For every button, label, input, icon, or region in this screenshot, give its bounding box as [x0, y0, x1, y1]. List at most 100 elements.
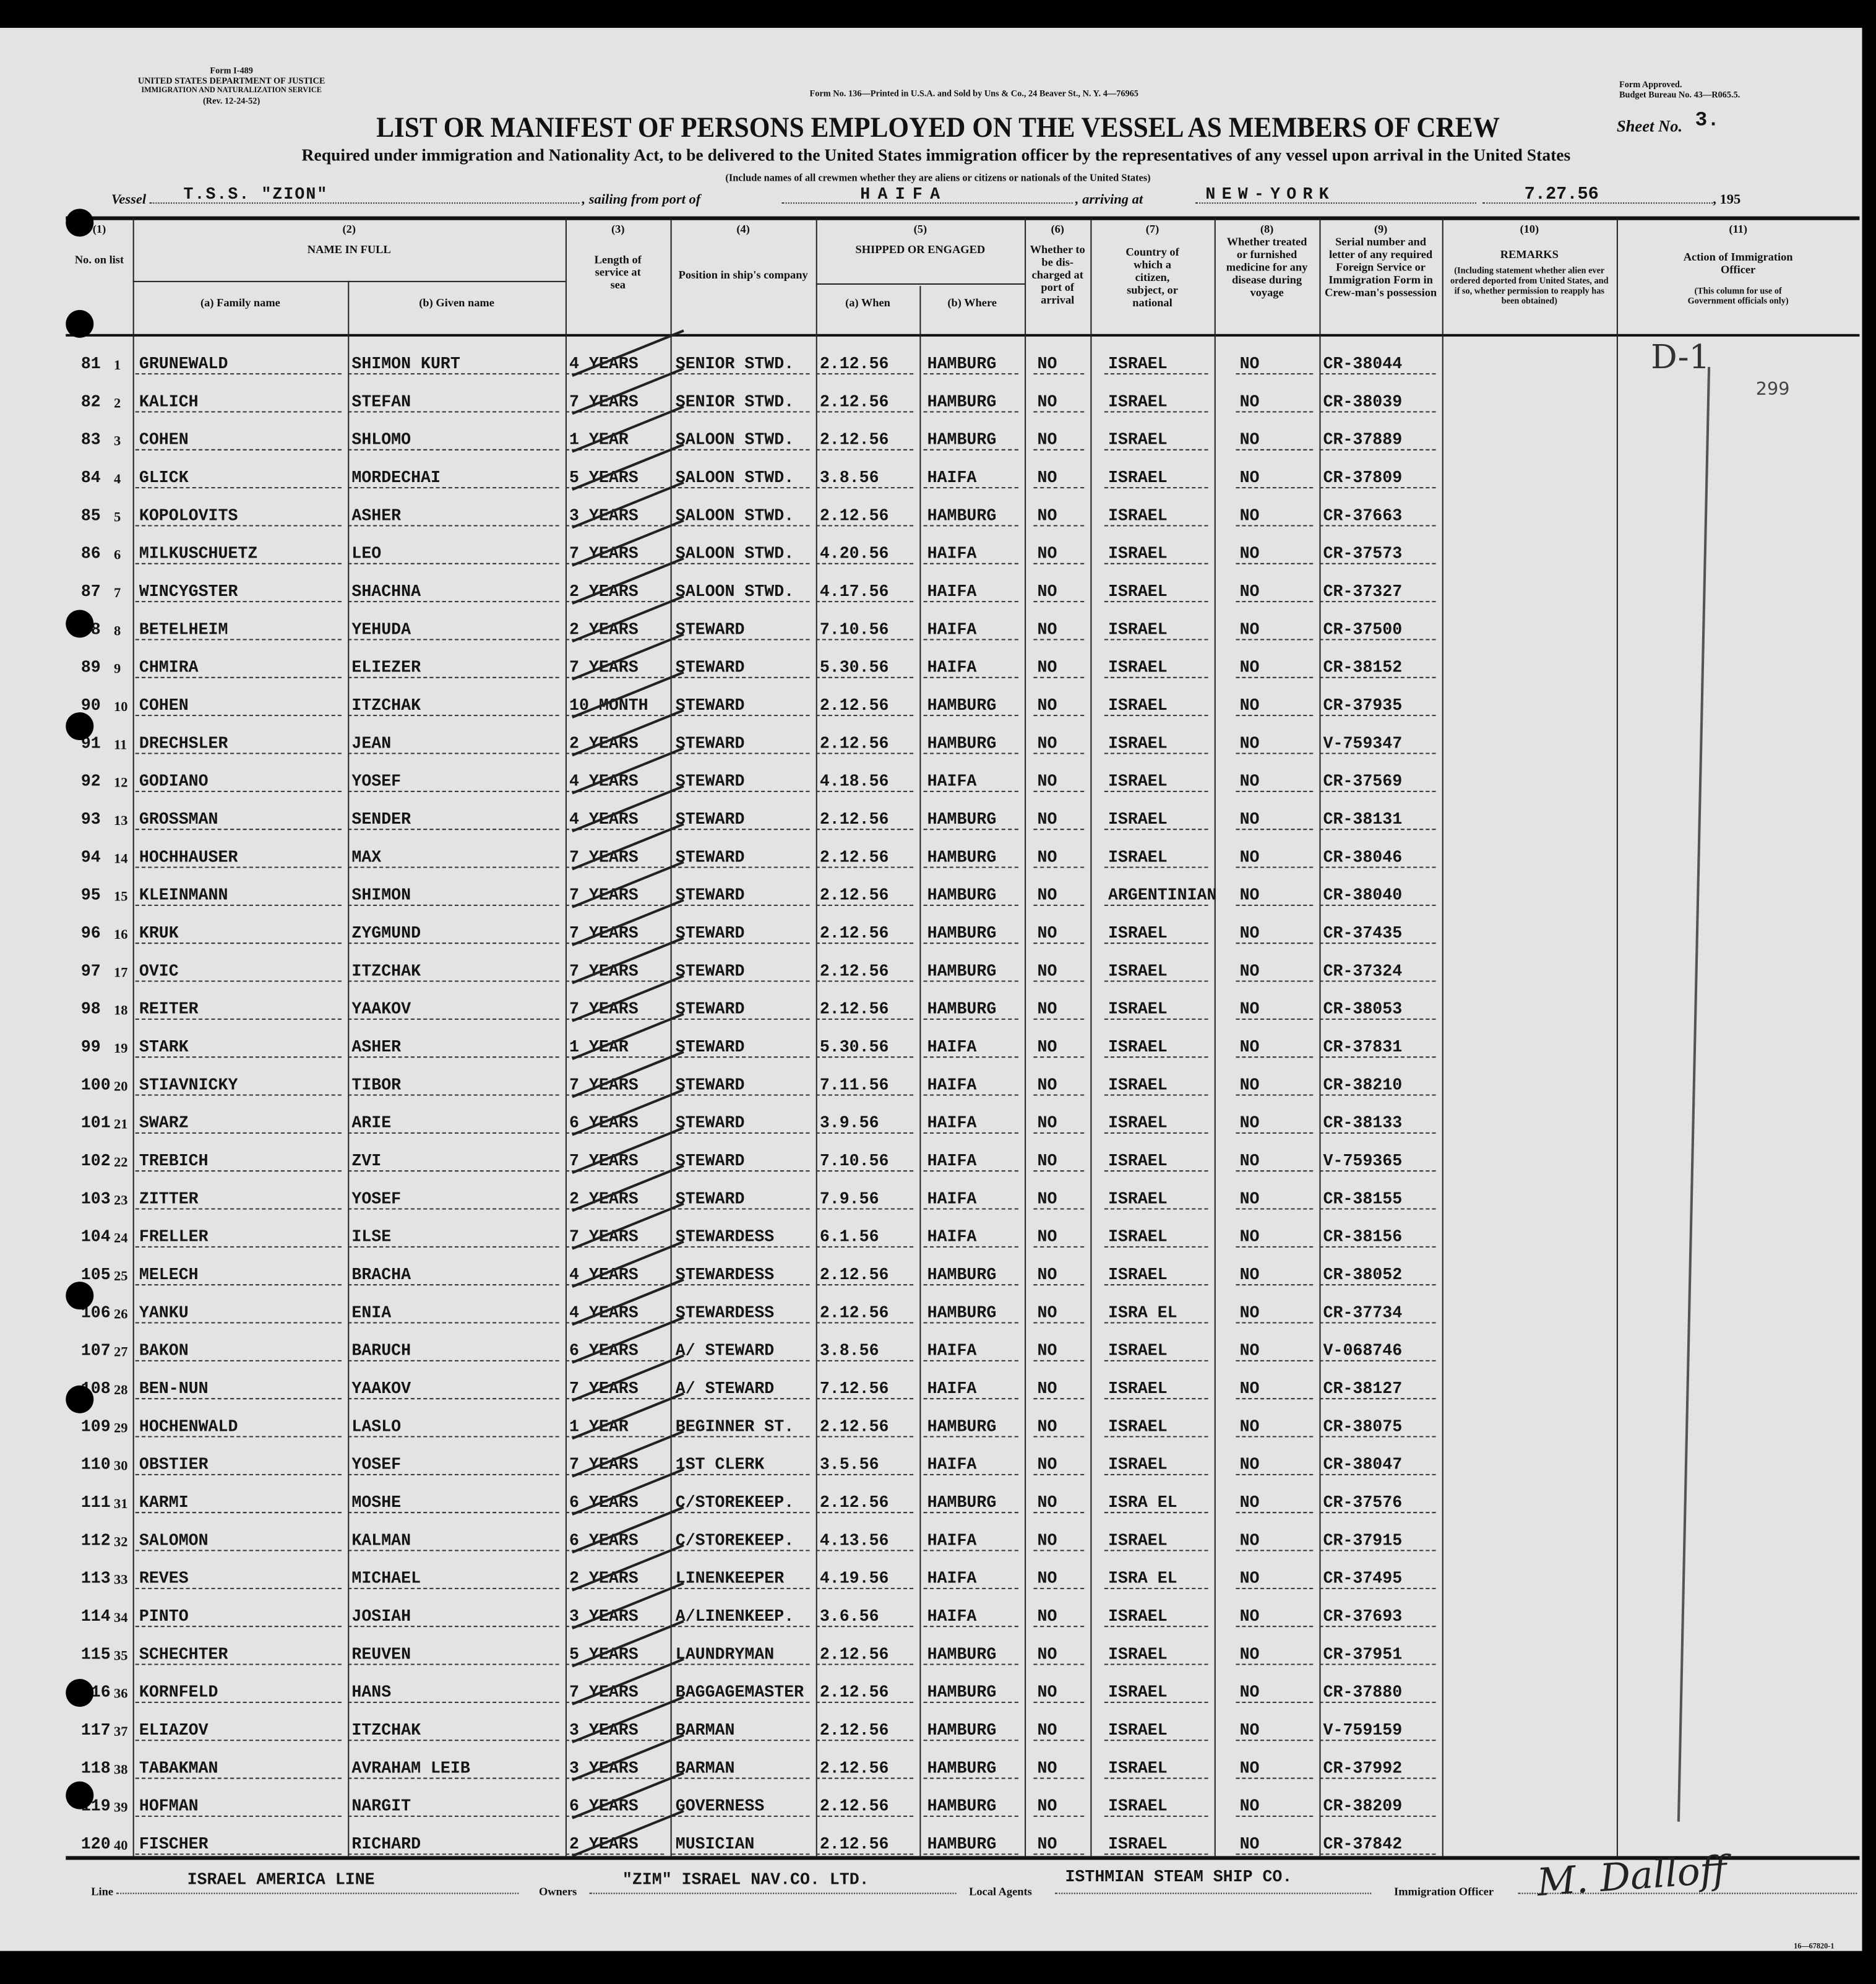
treated: NO	[1239, 506, 1260, 525]
dotted-rule	[1104, 753, 1208, 754]
dotted-rule	[348, 1473, 559, 1475]
dotted-rule	[135, 1360, 342, 1361]
table-row: 84 4 GLICK MORDECHAI 5 YEARS SALOON STWD. 3.8.…	[0, 443, 1872, 493]
dotted-rule	[815, 449, 914, 451]
dotted-rule	[1319, 1246, 1436, 1248]
dotted-rule	[923, 1094, 1018, 1096]
dotted-rule	[1319, 449, 1436, 451]
discharged: NO	[1037, 1189, 1057, 1209]
dotted-rule	[1319, 1853, 1436, 1855]
shipped-when: 2.12.56	[819, 1796, 889, 1816]
dotted-rule	[1033, 1056, 1085, 1058]
dotted-rule	[1319, 411, 1436, 413]
family-name: DRECHSLER	[139, 733, 228, 753]
shipped-when: 2.12.56	[819, 809, 889, 829]
discharged: NO	[1037, 1037, 1057, 1057]
table-row: 93 13 GROSSMAN SENDER 4 YEARS STEWARD 2.12.56 H…	[0, 785, 1872, 835]
dotted-rule	[565, 487, 665, 489]
position: STEWARDESS	[675, 1265, 775, 1285]
dotted-rule	[1236, 753, 1314, 754]
dotted-rule	[348, 1663, 559, 1665]
country: ISRAEL	[1108, 1341, 1168, 1360]
shipped-where: HAIFA	[927, 468, 977, 488]
family-name: KLEINMANN	[139, 886, 228, 905]
shipped-where: HAMBURG	[927, 809, 997, 829]
shipped-when: 4.13.56	[819, 1530, 889, 1550]
dotted-rule	[1319, 715, 1436, 717]
dotted-rule	[1236, 1398, 1314, 1400]
given-name: MICHAEL	[351, 1569, 421, 1588]
family-name: GODIANO	[139, 772, 209, 791]
sheet-line-number: 107	[80, 1341, 111, 1360]
dotted-rule	[348, 563, 559, 564]
shipped-when: 2.12.56	[819, 392, 889, 412]
sheet-line-number: 85	[80, 506, 101, 525]
discharged: NO	[1037, 506, 1057, 525]
port-from: HAIFA	[860, 184, 948, 204]
family-name: CHMIRA	[139, 658, 199, 677]
dotted-rule	[1236, 1740, 1314, 1741]
treated: NO	[1239, 468, 1260, 488]
dotted-rule	[815, 1853, 914, 1855]
dotted-rule	[1033, 373, 1085, 375]
given-name: SHLOMO	[351, 430, 411, 449]
shipped-when: 5.30.56	[819, 1037, 889, 1057]
dotted-rule	[348, 676, 559, 678]
dotted-rule	[671, 676, 810, 678]
punch-hole	[66, 1282, 94, 1310]
shipped-where: HAIFA	[927, 544, 977, 563]
dotted-rule	[1033, 1701, 1085, 1703]
punch-hole	[66, 610, 94, 638]
dotted-rule	[1319, 1777, 1436, 1779]
country: ISRA EL	[1108, 1303, 1177, 1322]
country: ISRAEL	[1108, 733, 1168, 753]
dotted-rule	[1319, 676, 1436, 678]
dotted-rule	[923, 904, 1018, 906]
treated: NO	[1239, 1683, 1260, 1702]
country: ISRAEL	[1108, 468, 1168, 488]
country: ISRAEL	[1108, 1189, 1168, 1209]
dotted-rule	[1236, 1815, 1314, 1817]
dotted-rule	[1319, 1132, 1436, 1134]
discharged: NO	[1037, 1530, 1057, 1550]
dotted-rule	[671, 1436, 810, 1438]
dotted-rule	[1104, 373, 1208, 375]
dotted-rule	[1319, 790, 1436, 792]
dotted-rule	[348, 866, 559, 868]
dotted-rule	[565, 715, 665, 717]
list-number: 27	[114, 1345, 128, 1360]
table-row: 106 26 YANKU ENIA 4 YEARS STEWARDESS 2.12.56 HA…	[0, 1278, 1872, 1328]
given-name: TIBOR	[351, 1075, 402, 1095]
dotted-rule	[671, 1208, 810, 1210]
position: A/ STEWARD	[675, 1341, 775, 1360]
given-name: HANS	[351, 1683, 392, 1702]
position: BARMAN	[675, 1720, 735, 1740]
serial-number: CR-38075	[1323, 1417, 1403, 1436]
dotted-rule	[671, 790, 810, 792]
dotted-rule	[135, 1132, 342, 1134]
dotted-rule	[671, 525, 810, 527]
position: SALOON STWD.	[675, 506, 794, 525]
dotted-rule	[565, 373, 665, 375]
shipped-when: 2.12.56	[819, 999, 889, 1019]
treated: NO	[1239, 1758, 1260, 1778]
punch-hole	[66, 1679, 94, 1707]
list-number: 24	[114, 1231, 128, 1246]
country: ISRAEL	[1108, 544, 1168, 563]
dotted-rule	[348, 1777, 559, 1779]
dotted-rule	[671, 980, 810, 982]
dotted-rule	[815, 829, 914, 830]
dotted-rule	[1104, 1246, 1208, 1248]
country: ISRAEL	[1108, 582, 1168, 602]
dotted-rule	[135, 525, 342, 527]
list-number: 16	[114, 927, 128, 943]
country: ISRAEL	[1108, 392, 1168, 412]
approval: Form Approved.	[1619, 79, 1682, 90]
country: ISRAEL	[1108, 923, 1168, 943]
dotted-rule	[1319, 1018, 1436, 1020]
family-name: SWARZ	[139, 1113, 189, 1132]
dotted-rule	[1033, 1587, 1085, 1589]
dotted-rule	[1319, 525, 1436, 527]
shipped-when: 2.12.56	[819, 1758, 889, 1778]
table-row: 110 30 OBSTIER YOSEF 7 YEARS 1ST CLERK 3.5.56 H…	[0, 1430, 1872, 1480]
